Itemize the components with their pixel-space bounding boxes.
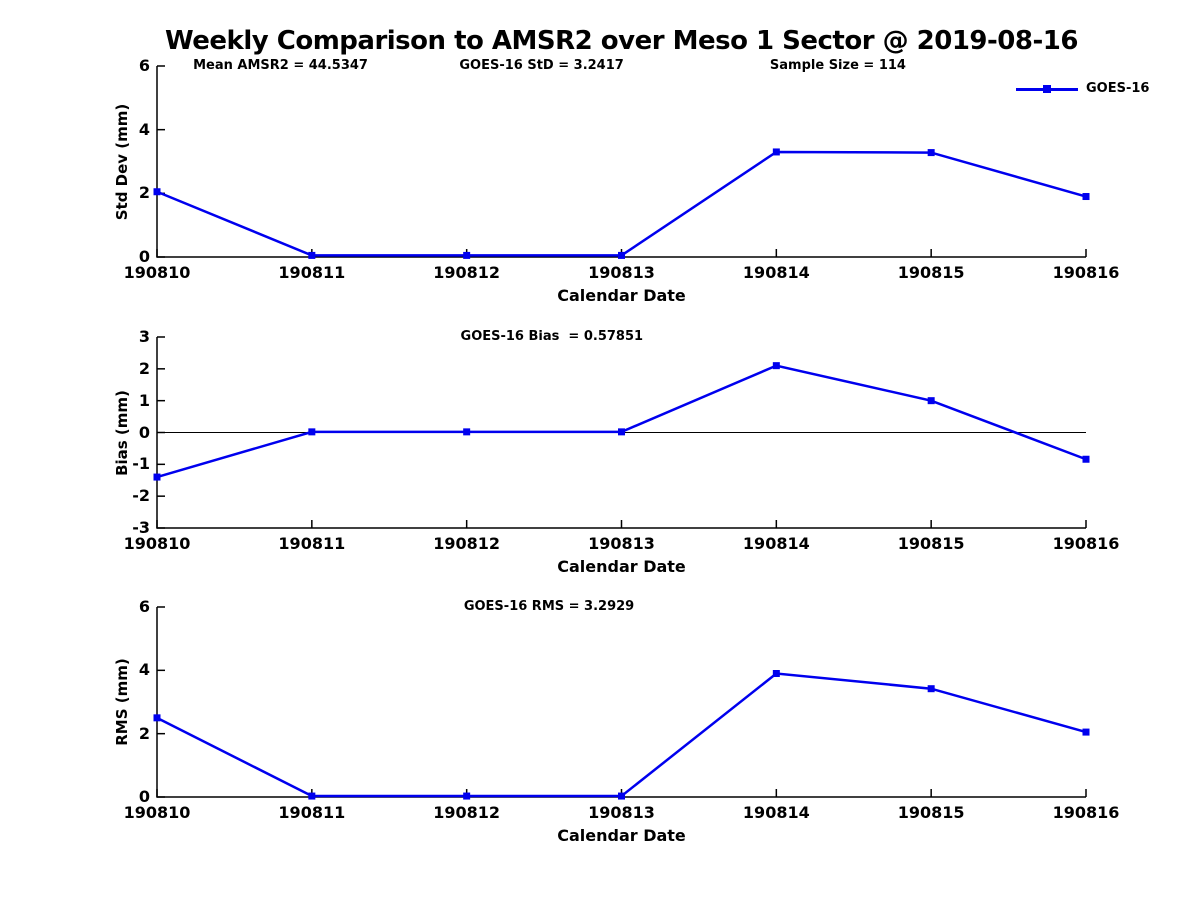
std-dev-panel-data-point-marker bbox=[463, 251, 471, 259]
rms-panel-y-tick-label: 4 bbox=[138, 660, 150, 680]
rms-panel-data-point-marker bbox=[463, 792, 471, 800]
bias-panel-x-tick-label: 190810 bbox=[123, 534, 191, 553]
rms-panel-annotation: GOES-16 RMS = 3.2929 bbox=[463, 599, 635, 614]
legend: GOES-16 bbox=[1016, 81, 1149, 97]
std-dev-panel-x-tick-label: 190816 bbox=[1052, 263, 1120, 282]
rms-panel-data-point-marker bbox=[153, 714, 161, 722]
std-dev-panel-x-tick-label: 190812 bbox=[433, 263, 501, 282]
rms-panel-axis-ylabel: RMS (mm) bbox=[113, 658, 131, 746]
bias-panel-y-tick-label: 1 bbox=[138, 390, 150, 410]
rms-panel-data-point-marker bbox=[308, 792, 316, 800]
bias-panel-y-tick-label: 3 bbox=[138, 327, 150, 346]
bias-panel-data-point-marker bbox=[772, 362, 780, 370]
bias-panel-data-point-marker bbox=[927, 397, 935, 405]
rms-panel-y-tick-label: 0 bbox=[138, 787, 150, 806]
bias-panel-y-tick-label: -2 bbox=[132, 486, 150, 506]
std-dev-panel-axis-spines bbox=[156, 66, 1086, 258]
std-dev-panel-y-tick-label: 0 bbox=[138, 247, 150, 266]
rms-panel-x-tick-label: 190812 bbox=[433, 803, 501, 822]
rms-panel-y-tick-label: 6 bbox=[138, 597, 150, 616]
legend-square-marker-icon bbox=[1043, 85, 1051, 93]
rms-panel-x-tick-label: 190811 bbox=[278, 803, 346, 822]
rms-panel-data-point-marker bbox=[927, 685, 935, 693]
bias-panel-x-tick-label: 190812 bbox=[433, 534, 501, 553]
bias-panel-data-point-marker bbox=[618, 428, 625, 436]
bias-panel-data-point-marker bbox=[153, 473, 161, 481]
std-dev-panel-x-tick-label: 190814 bbox=[742, 263, 810, 282]
bias-panel-y-tick-label: 2 bbox=[138, 358, 150, 378]
std-dev-panel-data-point-marker bbox=[1082, 193, 1090, 201]
bias-panel-data-point-marker bbox=[308, 428, 316, 436]
std-dev-panel-annotation: Sample Size = 114 bbox=[769, 58, 906, 73]
rms-panel-x-tick-label: 190810 bbox=[123, 803, 191, 822]
rms-panel-axis-spines bbox=[156, 607, 1086, 798]
std-dev-panel-x-tick-label: 190811 bbox=[278, 263, 346, 282]
std-dev-panel-x-tick-label: 190810 bbox=[123, 263, 191, 282]
std-dev-panel-data-point-marker bbox=[618, 251, 625, 259]
std-dev-panel-data-point-marker bbox=[772, 148, 780, 156]
rms-panel-x-tick-label: 190815 bbox=[897, 803, 965, 822]
bias-panel-axis-xlabel: Calendar Date bbox=[557, 557, 686, 576]
std-dev-panel-series-line bbox=[156, 150, 1087, 257]
rms-panel-x-tick-label: 190813 bbox=[588, 803, 655, 822]
std-dev-panel-x-tick-label: 190813 bbox=[588, 263, 655, 282]
rms-panel-x-tick-label: 190816 bbox=[1052, 803, 1120, 822]
rms-panel-series-line bbox=[156, 672, 1087, 798]
legend-line-sample bbox=[1016, 85, 1078, 93]
bias-panel-y-tick-label: -3 bbox=[132, 518, 150, 537]
std-dev-panel-axis-ylabel: Std Dev (mm) bbox=[113, 103, 131, 220]
std-dev-panel-data-point-marker bbox=[927, 149, 935, 157]
legend-label: GOES-16 bbox=[1086, 81, 1150, 96]
chart-title: Weekly Comparison to AMSR2 over Meso 1 S… bbox=[165, 26, 1078, 56]
bias-panel-x-tick-label: 190816 bbox=[1052, 534, 1120, 553]
bias-panel-x-tick-label: 190814 bbox=[742, 534, 810, 553]
std-dev-panel-annotation: GOES-16 StD = 3.2417 bbox=[459, 58, 624, 73]
bias-panel-axis-ylabel: Bias (mm) bbox=[113, 389, 131, 476]
std-dev-panel-y-tick-label: 6 bbox=[138, 56, 150, 75]
bias-panel-x-tick-label: 190813 bbox=[588, 534, 655, 553]
std-dev-panel-y-tick-label: 2 bbox=[138, 183, 150, 203]
rms-panel-y-tick-label: 2 bbox=[138, 723, 150, 743]
rms-panel-data-point-marker bbox=[772, 670, 780, 677]
rms-panel-x-tick-label: 190814 bbox=[742, 803, 810, 822]
bias-panel-data-point-marker bbox=[1082, 455, 1090, 463]
bias-panel-data-point-marker bbox=[463, 428, 471, 436]
std-dev-panel-data-point-marker bbox=[308, 251, 316, 259]
bias-panel-y-tick-label: 0 bbox=[138, 422, 150, 442]
bias-panel-annotation: GOES-16 Bias = 0.57851 bbox=[460, 329, 644, 344]
bias-panel-x-tick-label: 190811 bbox=[278, 534, 346, 553]
std-dev-panel-axis-xlabel: Calendar Date bbox=[557, 286, 686, 305]
std-dev-panel-x-tick-label: 190815 bbox=[897, 263, 965, 282]
bias-panel-y-tick-label: -1 bbox=[132, 454, 150, 474]
std-dev-panel-annotation: Mean AMSR2 = 44.5347 bbox=[193, 58, 368, 73]
std-dev-panel-y-tick-label: 4 bbox=[138, 119, 150, 139]
rms-panel-data-point-marker bbox=[618, 792, 625, 800]
bias-panel-series-line bbox=[156, 364, 1087, 479]
std-dev-panel-data-point-marker bbox=[153, 188, 161, 196]
bias-panel-x-tick-label: 190815 bbox=[897, 534, 965, 553]
rms-panel-data-point-marker bbox=[1082, 728, 1090, 736]
rms-panel-axis-xlabel: Calendar Date bbox=[557, 826, 686, 845]
